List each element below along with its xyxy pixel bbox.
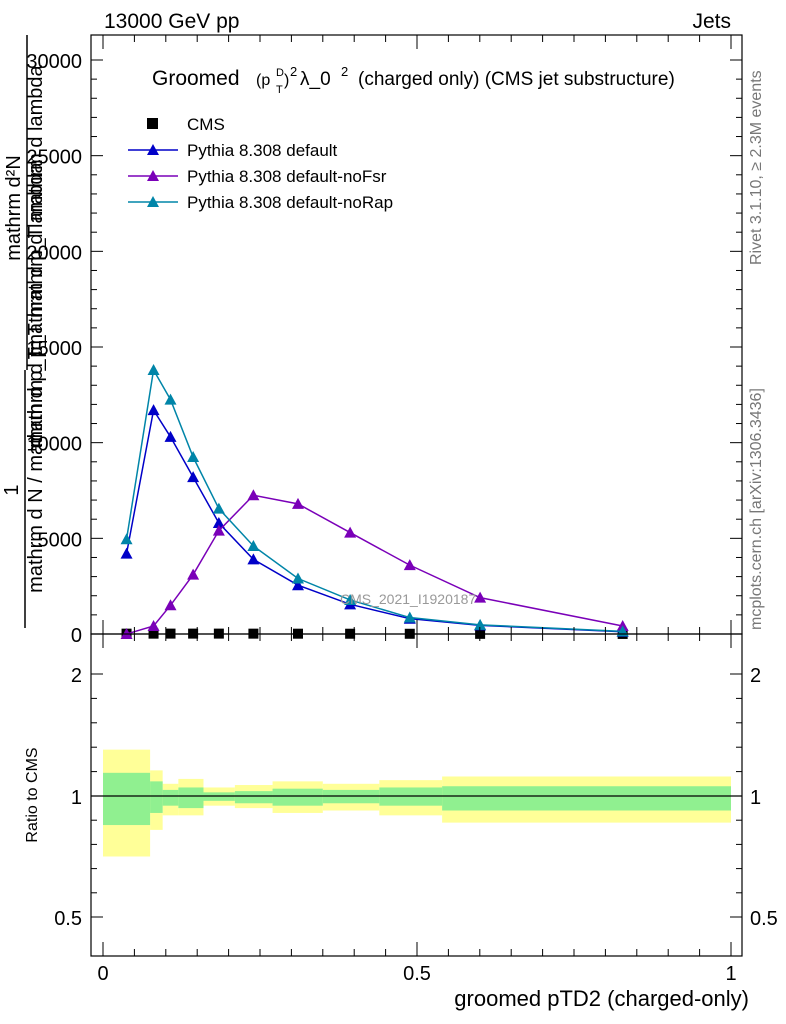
legend-label-norap: Pythia 8.308 default-noRap [187, 193, 393, 212]
series-line-2 [126, 494, 623, 635]
ratio-inner-band [178, 787, 204, 809]
y-label-one: 1 [1, 484, 23, 495]
title-close: ) [284, 72, 289, 89]
ratio-y-tick-label: 1 [71, 787, 82, 809]
title-p: (p [256, 72, 270, 89]
title-sup-2a: 2 [290, 64, 297, 79]
y-label-overlap: mathrm d p_T mathrm d lambda [25, 161, 47, 447]
series-point-2 [291, 497, 304, 509]
series-point-1 [164, 430, 177, 442]
title-sub-t: T [276, 84, 283, 96]
series-point-2 [344, 526, 357, 538]
ratio-inner-band [150, 781, 163, 813]
series-point-3 [147, 363, 160, 375]
ratio-y-label: Ratio to CMS [24, 747, 41, 842]
title-rest: (charged only) (CMS jet substructure) [358, 69, 675, 90]
x-tick-label: 0 [97, 963, 108, 985]
series-point-2 [164, 599, 177, 611]
mcplots-credit: mcplots.cern.ch [arXiv:1306.3436] [748, 388, 765, 630]
title-lambda: λ_0 [300, 69, 331, 90]
main-y-tick-label: 30000 [26, 51, 82, 73]
main-y-tick-label: 20000 [26, 242, 82, 264]
series-point-2 [247, 489, 260, 501]
series-point-1 [187, 471, 200, 483]
series-point-3 [403, 611, 416, 623]
ratio-bands [103, 749, 731, 857]
ratio-y-tick-label-right: 2 [750, 665, 761, 687]
series-point-3 [212, 502, 225, 514]
ratio-inner-band [272, 788, 323, 806]
legend-marker-default [147, 144, 159, 155]
main-y-tick-label: 5000 [38, 529, 83, 551]
ratio-y-tick-label-right: 1 [750, 787, 761, 809]
x-tick-label: 1 [725, 963, 736, 985]
ratio-y-tick-label: 0.5 [54, 908, 82, 930]
plot-title: Groomed (p D T ) 2 λ_0 2 (charged only) … [152, 64, 675, 96]
title-sup-2b: 2 [341, 64, 348, 79]
analysis-watermark: CMS_2021_I1920187 [340, 591, 476, 607]
series-point-3 [344, 593, 357, 605]
series-point-2 [403, 559, 416, 571]
y-label-denominator: mathrm d p_T mathrm d lambda [25, 64, 47, 350]
title-sup-d: D [276, 67, 284, 79]
series-point-3 [187, 451, 200, 463]
main-y-tick-label: 15000 [26, 338, 82, 360]
x-axis-label: groomed pTD2 (charged-only) [454, 986, 749, 1011]
main-panel: 0 5000 10000 15000 20000 25000 30000 CMS_2021_… [1, 34, 743, 647]
legend: CMS Pythia 8.308 default Pythia 8.308 de… [128, 115, 393, 212]
series-point-2 [474, 591, 487, 603]
header-right: Jets [692, 10, 731, 33]
ratio-y-tick-label-right: 0.5 [750, 908, 778, 930]
series-point-3 [120, 533, 133, 545]
legend-marker-nofsr [147, 170, 159, 181]
series-point-1 [212, 517, 225, 529]
main-y-tick-label: 10000 [26, 434, 82, 456]
x-axis-ticks: 0 0.5 1 [97, 35, 737, 985]
series-point-1 [291, 579, 304, 591]
main-y-ticks: 0 5000 10000 15000 20000 25000 30000 [26, 51, 742, 647]
legend-label-nofsr: Pythia 8.308 default-noFsr [187, 167, 387, 186]
legend-label-cms: CMS [187, 115, 225, 134]
series-point-3 [474, 618, 487, 630]
ratio-panel: 0.5 0.51 12 2 0 0.5 1 Ratio to CMS groomed pT… [24, 35, 778, 1011]
title-groomed: Groomed [152, 67, 240, 90]
ratio-inner-band [442, 786, 731, 811]
series-point-3 [247, 539, 260, 551]
main-y-tick-label: 25000 [26, 147, 82, 169]
header-left: 13000 GeV pp [104, 10, 239, 33]
series-point-2 [187, 568, 200, 580]
series-point-1 [247, 553, 260, 565]
series-point-2 [147, 619, 160, 631]
legend-marker-cms [147, 118, 158, 129]
y-label-numerator: mathrm d²N [3, 155, 25, 261]
rivet-credit: Rivet 3.1.10, ≥ 2.3M events [748, 70, 765, 265]
y-label-outer-den: mathrm d N / mathrm d p_T [25, 347, 47, 593]
ratio-y-tick-label: 2 [71, 665, 82, 687]
legend-label-default: Pythia 8.308 default [187, 141, 338, 160]
ratio-inner-band [234, 791, 273, 804]
series-point-3 [164, 393, 177, 405]
ratio-inner-band [162, 789, 179, 806]
x-tick-label: 0.5 [403, 963, 431, 985]
ratio-y-ticks: 0.5 0.5 1 1 2 2 [54, 665, 778, 930]
series-point-2 [212, 524, 225, 536]
series-point-1 [120, 547, 133, 559]
ratio-inner-band [103, 772, 151, 826]
main-y-tick-label: 0 [71, 625, 82, 647]
main-y-axis-label: mathrm d²N mathrm d p_T mathrm d lambda … [1, 35, 47, 628]
series-point-1 [147, 404, 160, 416]
legend-marker-norap [147, 196, 159, 207]
series-point-3 [291, 572, 304, 584]
